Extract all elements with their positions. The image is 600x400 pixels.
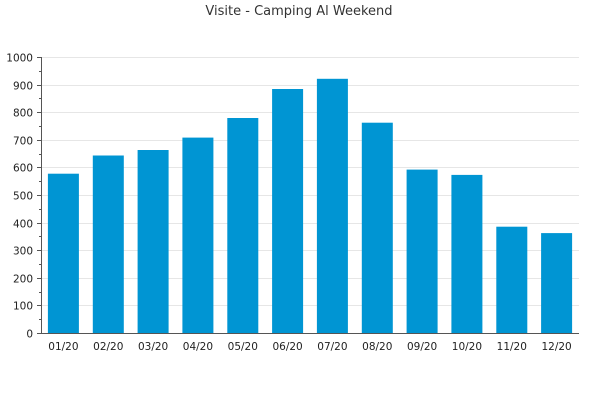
y-tick-label: 200 <box>13 274 33 286</box>
y-tick-label: 500 <box>13 191 33 203</box>
x-tick-label: 01/20 <box>48 341 78 353</box>
x-tick-label: 02/20 <box>93 341 123 353</box>
y-tick-label: 100 <box>13 301 33 313</box>
bar-11-20 <box>496 226 528 333</box>
y-tick-label: 800 <box>13 108 33 120</box>
y-tick-label: 400 <box>13 219 33 231</box>
bar-10-20 <box>451 174 483 333</box>
bar-08-20 <box>361 122 393 333</box>
grid-lines <box>41 57 579 306</box>
bar-02-20 <box>92 155 124 333</box>
axes <box>41 57 579 334</box>
y-tick-label: 700 <box>13 136 33 148</box>
bar-05-20 <box>227 118 259 333</box>
x-tick-label: 07/20 <box>317 341 347 353</box>
bar-12-20 <box>541 233 573 333</box>
bar-01-20 <box>47 173 79 333</box>
x-tick-label: 09/20 <box>407 341 437 353</box>
bar-06-20 <box>272 89 304 333</box>
bar-03-20 <box>137 150 169 333</box>
bars <box>47 78 573 333</box>
bar-09-20 <box>406 169 438 333</box>
y-tick-label: 900 <box>13 81 33 93</box>
x-tick-label: 10/20 <box>452 341 482 353</box>
y-tick-label: 300 <box>13 246 33 258</box>
y-tick-label: 600 <box>13 163 33 175</box>
x-tick-label: 11/20 <box>497 341 527 353</box>
bar-04-20 <box>182 137 214 333</box>
x-tick-label: 06/20 <box>272 341 302 353</box>
x-tick-label: 08/20 <box>362 341 392 353</box>
y-tick-label: 1000 <box>6 53 33 65</box>
bar-07-20 <box>316 78 348 333</box>
y-axis-ticks: 0 100 200 300 400 500 600 700 800 900 1000 <box>6 53 41 341</box>
x-tick-label: 03/20 <box>138 341 168 353</box>
x-tick-label: 05/20 <box>228 341 258 353</box>
x-axis-ticks: 01/20 02/20 03/20 04/20 05/20 06/20 07/20 08/20… <box>48 341 571 353</box>
chart-title: Visite - Camping Al Weekend <box>205 4 392 19</box>
x-tick-label: 04/20 <box>183 341 213 353</box>
x-tick-label: 12/20 <box>541 341 571 353</box>
y-tick-label: 0 <box>26 329 33 341</box>
